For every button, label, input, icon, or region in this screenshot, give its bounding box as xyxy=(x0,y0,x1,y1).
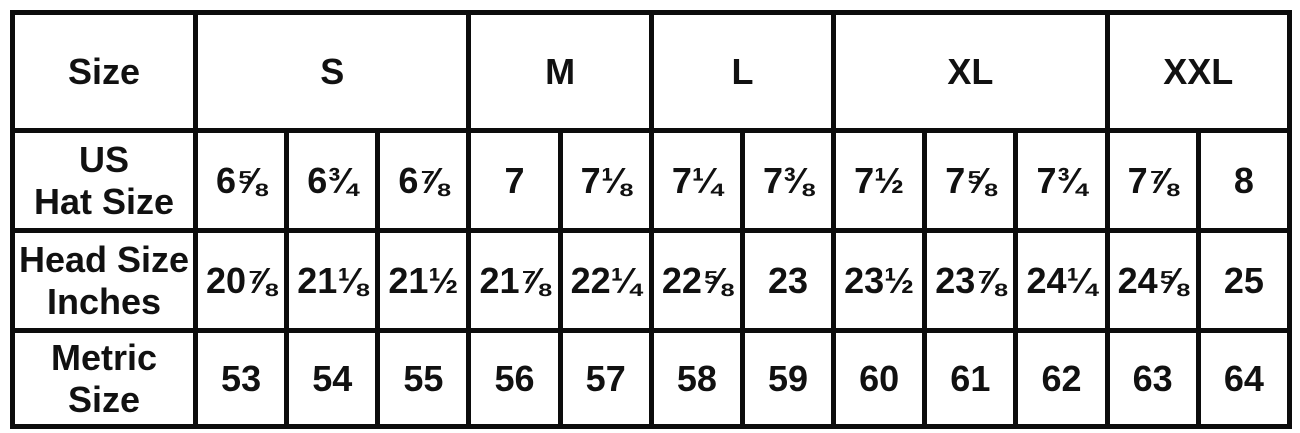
group-header-m: M xyxy=(466,10,654,133)
metric-size-value: 54 xyxy=(284,328,381,429)
group-header-s: S xyxy=(192,10,472,133)
head-size-inches-row: Head Size Inches 20⅞ 21⅛ 21½ 21⅞ 22¼ 22⅝… xyxy=(10,228,1293,333)
us-hat-size-value: 7 xyxy=(466,128,563,233)
row-label-us-hat-size: US Hat Size xyxy=(10,128,198,233)
hat-size-conversion-table: Size S M L XL XXL US Hat Size 6⅝ 6¾ 6⅞ 7… xyxy=(10,10,1293,429)
metric-size-value: 60 xyxy=(831,328,928,429)
group-header-l: L xyxy=(648,10,837,133)
head-size-inches-value: 24⅝ xyxy=(1104,228,1201,333)
metric-size-row: Metric Size 53 54 55 56 57 58 59 60 61 6… xyxy=(10,328,1293,429)
us-hat-size-value: 7⅜ xyxy=(739,128,837,233)
us-hat-size-value: 7¼ xyxy=(648,128,745,233)
head-size-inches-value: 25 xyxy=(1195,228,1293,333)
metric-size-value: 62 xyxy=(1013,328,1110,429)
head-size-inches-value: 24¼ xyxy=(1013,228,1110,333)
metric-size-value: 58 xyxy=(648,328,745,429)
group-header-xxl: XXL xyxy=(1104,10,1293,133)
head-size-inches-value: 21½ xyxy=(375,228,472,333)
head-size-inches-value: 23 xyxy=(739,228,837,333)
group-header-xl: XL xyxy=(831,10,1110,133)
metric-size-value: 53 xyxy=(192,328,290,429)
row-label-metric-size: Metric Size xyxy=(10,328,198,429)
us-hat-size-value: 6⅝ xyxy=(192,128,290,233)
us-hat-size-value: 7⅛ xyxy=(557,128,654,233)
us-hat-size-value: 7½ xyxy=(831,128,928,233)
us-hat-size-value: 7⅝ xyxy=(922,128,1019,233)
us-hat-size-row: US Hat Size 6⅝ 6¾ 6⅞ 7 7⅛ 7¼ 7⅜ 7½ 7⅝ 7¾… xyxy=(10,128,1293,233)
row-label-head-size-inches: Head Size Inches xyxy=(10,228,198,333)
corner-header-size: Size xyxy=(10,10,198,133)
us-hat-size-value: 6⅞ xyxy=(375,128,472,233)
head-size-inches-value: 22¼ xyxy=(557,228,654,333)
metric-size-value: 55 xyxy=(375,328,472,429)
head-size-inches-value: 21⅞ xyxy=(466,228,563,333)
head-size-inches-value: 21⅛ xyxy=(284,228,381,333)
metric-size-value: 57 xyxy=(557,328,654,429)
head-size-inches-value: 20⅞ xyxy=(192,228,290,333)
metric-size-value: 63 xyxy=(1104,328,1201,429)
head-size-inches-value: 23⅞ xyxy=(922,228,1019,333)
metric-size-value: 61 xyxy=(922,328,1019,429)
metric-size-value: 56 xyxy=(466,328,563,429)
metric-size-value: 59 xyxy=(739,328,837,429)
us-hat-size-value: 7¾ xyxy=(1013,128,1110,233)
head-size-inches-value: 23½ xyxy=(831,228,928,333)
size-group-header-row: Size S M L XL XXL xyxy=(10,10,1293,133)
head-size-inches-value: 22⅝ xyxy=(648,228,745,333)
us-hat-size-value: 6¾ xyxy=(284,128,381,233)
us-hat-size-value: 8 xyxy=(1195,128,1293,233)
metric-size-value: 64 xyxy=(1195,328,1293,429)
us-hat-size-value: 7⅞ xyxy=(1104,128,1201,233)
